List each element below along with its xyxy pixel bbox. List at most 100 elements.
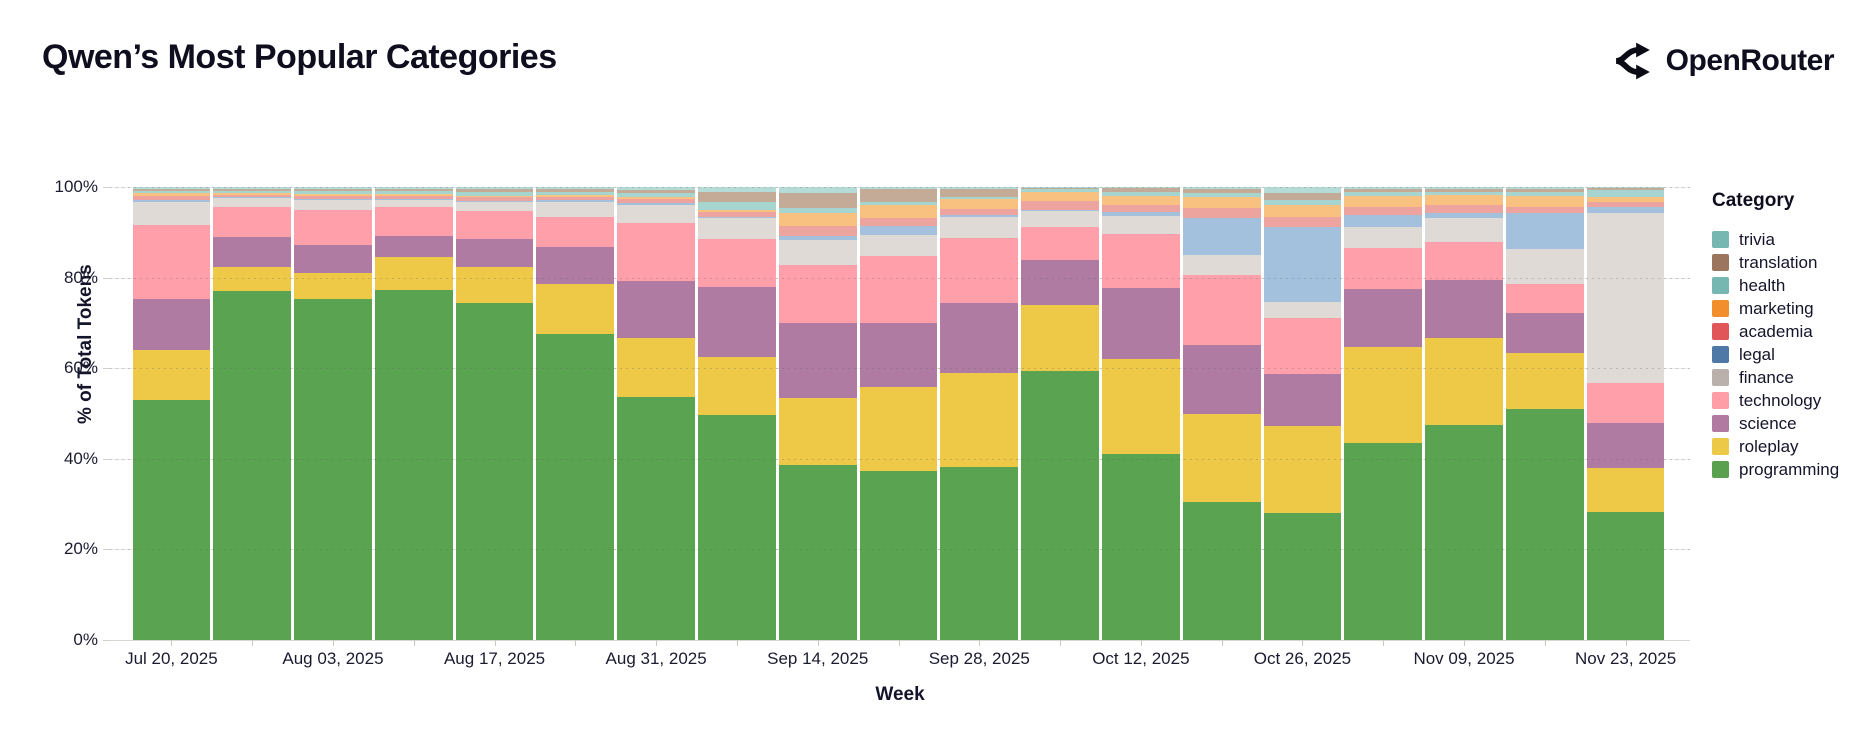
bar-segment-programming[interactable] — [1344, 442, 1423, 640]
bar-segment-legal[interactable] — [1182, 218, 1261, 255]
bar-segment-finance[interactable] — [132, 202, 211, 226]
legend-item-programming[interactable]: programming — [1712, 458, 1839, 481]
bar-segment-trivia[interactable] — [778, 187, 857, 194]
bar-segment-marketing[interactable] — [536, 195, 615, 198]
legend-item-science[interactable]: science — [1712, 412, 1839, 435]
bar-segment-legal[interactable] — [374, 198, 453, 201]
legend-item-trivia[interactable]: trivia — [1712, 228, 1839, 251]
bar-segment-marketing[interactable] — [374, 194, 453, 197]
bar-segment-academia[interactable] — [617, 199, 696, 203]
bar-segment-health[interactable] — [859, 202, 938, 206]
bar-oct-19-2025[interactable] — [1182, 187, 1261, 640]
bar-aug-31-2025[interactable] — [617, 187, 696, 640]
bar-segment-technology[interactable] — [1182, 274, 1261, 346]
bar-segment-finance[interactable] — [1101, 216, 1180, 235]
bar-segment-legal[interactable] — [536, 199, 615, 202]
bar-segment-finance[interactable] — [1021, 211, 1099, 227]
bar-segment-health[interactable] — [213, 190, 292, 194]
bar-segment-health[interactable] — [1344, 191, 1423, 197]
bar-segment-programming[interactable] — [1505, 408, 1584, 640]
bar-segment-trivia[interactable] — [294, 187, 372, 189]
bar-segment-translation[interactable] — [1263, 193, 1342, 201]
bar-segment-finance[interactable] — [455, 202, 534, 212]
bar-segment-programming[interactable] — [1182, 501, 1261, 640]
bar-segment-trivia[interactable] — [374, 187, 453, 189]
bar-segment-trivia[interactable] — [1425, 187, 1503, 190]
bar-segment-programming[interactable] — [859, 471, 938, 640]
bar-segment-programming[interactable] — [536, 334, 615, 640]
bar-segment-technology[interactable] — [859, 255, 938, 323]
bar-segment-technology[interactable] — [698, 239, 776, 288]
bar-segment-academia[interactable] — [213, 194, 292, 198]
bar-segment-science[interactable] — [1101, 287, 1180, 360]
bar-segment-programming[interactable] — [1425, 425, 1503, 640]
bar-segment-science[interactable] — [374, 235, 453, 258]
bar-segment-academia[interactable] — [778, 225, 857, 236]
bar-segment-marketing[interactable] — [1425, 195, 1503, 206]
bar-nov-16-2025[interactable] — [1505, 187, 1584, 640]
bar-segment-academia[interactable] — [536, 197, 615, 200]
bar-segment-roleplay[interactable] — [778, 398, 857, 466]
bar-segment-technology[interactable] — [1021, 226, 1099, 260]
bar-segment-science[interactable] — [1425, 279, 1503, 339]
bar-segment-trivia[interactable] — [536, 187, 615, 190]
bar-segment-roleplay[interactable] — [1263, 426, 1342, 514]
bar-segment-legal[interactable] — [859, 226, 938, 236]
bar-segment-marketing[interactable] — [617, 197, 696, 200]
bar-aug-10-2025[interactable] — [374, 187, 453, 640]
bar-segment-translation[interactable] — [1586, 188, 1665, 191]
bar-segment-science[interactable] — [1182, 345, 1261, 414]
bar-segment-trivia[interactable] — [1021, 187, 1099, 189]
bar-segment-health[interactable] — [1425, 191, 1503, 196]
bar-segment-technology[interactable] — [778, 264, 857, 323]
bar-segment-technology[interactable] — [536, 216, 615, 247]
bar-segment-marketing[interactable] — [859, 205, 938, 219]
bar-segment-trivia[interactable] — [132, 187, 211, 189]
bar-segment-finance[interactable] — [778, 240, 857, 265]
bar-jul-20-2025[interactable] — [132, 187, 211, 640]
bar-segment-academia[interactable] — [859, 218, 938, 227]
bar-segment-legal[interactable] — [213, 197, 292, 199]
bar-segment-finance[interactable] — [859, 235, 938, 256]
bar-segment-science[interactable] — [778, 322, 857, 399]
bar-segment-finance[interactable] — [1182, 255, 1261, 275]
bar-oct-12-2025[interactable] — [1101, 187, 1180, 640]
bar-segment-marketing[interactable] — [132, 193, 211, 196]
bar-aug-24-2025[interactable] — [536, 187, 615, 640]
bar-segment-marketing[interactable] — [213, 193, 292, 195]
bar-segment-health[interactable] — [1586, 190, 1665, 197]
bar-segment-science[interactable] — [294, 245, 372, 273]
bar-oct-26-2025[interactable] — [1263, 187, 1342, 640]
legend-item-academia[interactable]: academia — [1712, 320, 1839, 343]
bar-segment-roleplay[interactable] — [536, 283, 615, 335]
bar-segment-science[interactable] — [132, 299, 211, 351]
bar-segment-health[interactable] — [1182, 193, 1261, 197]
bar-segment-marketing[interactable] — [1586, 196, 1665, 202]
bar-segment-finance[interactable] — [940, 216, 1019, 239]
bar-segment-legal[interactable] — [132, 200, 211, 203]
bar-segment-translation[interactable] — [778, 193, 857, 209]
bar-segment-roleplay[interactable] — [1182, 413, 1261, 502]
bar-segment-finance[interactable] — [698, 218, 776, 240]
bar-segment-trivia[interactable] — [1344, 187, 1423, 189]
bar-segment-finance[interactable] — [213, 198, 292, 208]
bar-segment-programming[interactable] — [294, 298, 372, 640]
legend-item-finance[interactable]: finance — [1712, 366, 1839, 389]
bar-segment-health[interactable] — [940, 196, 1019, 199]
bar-segment-technology[interactable] — [1101, 234, 1180, 288]
bar-segment-roleplay[interactable] — [617, 338, 696, 398]
bar-segment-translation[interactable] — [455, 189, 534, 192]
bar-segment-roleplay[interactable] — [1101, 359, 1180, 455]
bar-segment-trivia[interactable] — [213, 187, 292, 189]
bar-segment-academia[interactable] — [940, 208, 1019, 215]
legend-item-marketing[interactable]: marketing — [1712, 297, 1839, 320]
bar-segment-technology[interactable] — [1425, 241, 1503, 280]
bar-segment-programming[interactable] — [778, 465, 857, 640]
bar-sep-14-2025[interactable] — [778, 187, 857, 640]
bar-segment-roleplay[interactable] — [698, 356, 776, 415]
bar-segment-translation[interactable] — [940, 189, 1019, 197]
bar-segment-trivia[interactable] — [617, 187, 696, 190]
bar-segment-health[interactable] — [294, 191, 372, 194]
bar-segment-marketing[interactable] — [1021, 191, 1099, 201]
bar-segment-legal[interactable] — [1021, 209, 1099, 212]
